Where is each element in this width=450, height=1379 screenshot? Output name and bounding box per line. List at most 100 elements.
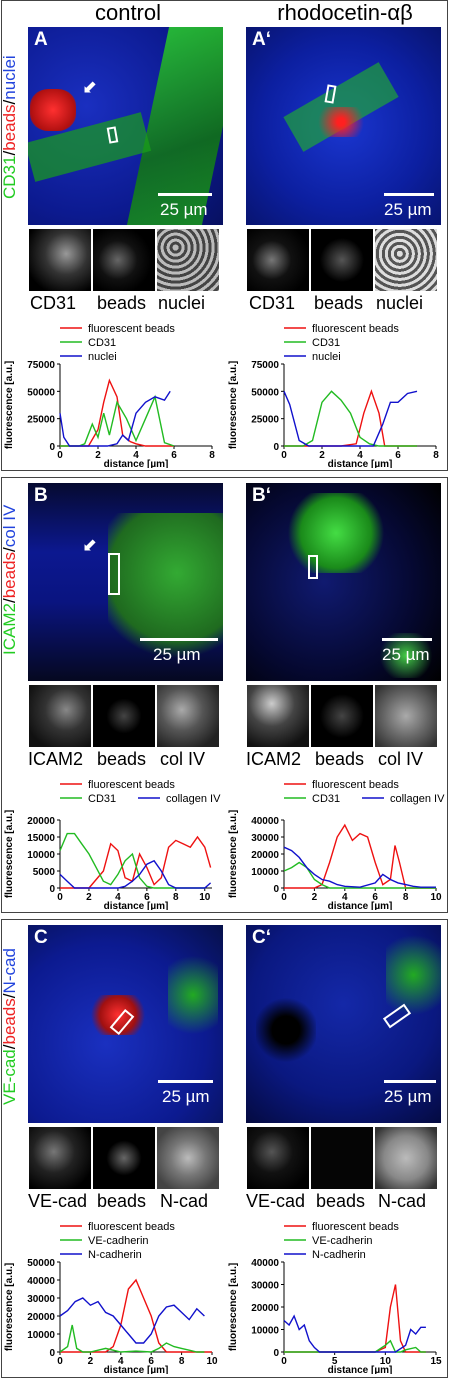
x-tick-label: 6 bbox=[148, 1356, 154, 1367]
bead-cluster bbox=[306, 107, 376, 137]
label-sep: / bbox=[0, 100, 19, 105]
arrow-icon: ⬋ bbox=[82, 77, 98, 97]
micrograph-b-treatment: B‘ 25 µm bbox=[246, 483, 441, 681]
scale-label: 25 µm bbox=[162, 1087, 210, 1106]
thumb-b-right-2 bbox=[311, 685, 373, 747]
thumb-label: N-cad bbox=[378, 1191, 427, 1211]
thumb-label: N-cad bbox=[160, 1191, 209, 1211]
thumb-b-left-1 bbox=[29, 685, 91, 747]
y-tick-label: 25000 bbox=[27, 415, 55, 426]
series-line-blue bbox=[59, 859, 212, 889]
x-tick-label: 2 bbox=[88, 1356, 94, 1367]
label-marker-green: ICAM2 bbox=[0, 603, 19, 656]
label-sep: / bbox=[0, 598, 19, 604]
label-sep: / bbox=[0, 151, 19, 156]
legend-label: nuclei bbox=[312, 351, 341, 363]
x-tick-label: 0 bbox=[57, 450, 63, 461]
thumb-b-left-2 bbox=[93, 685, 155, 747]
vessel-stain bbox=[286, 493, 386, 573]
y-tick-label: 0 bbox=[49, 1348, 55, 1359]
thumb-label: beads bbox=[97, 1191, 147, 1211]
thumb-c-right-1 bbox=[247, 1127, 309, 1189]
legend-label: CD31 bbox=[312, 337, 340, 349]
legend-label: CD31 bbox=[88, 337, 116, 349]
side-label-row-c: VE-cad/beads/N-cad bbox=[0, 922, 26, 1132]
micrograph-c-control: C 25 µm bbox=[28, 925, 223, 1123]
y-tick-label: 20000 bbox=[27, 816, 55, 827]
x-tick-label: 15 bbox=[430, 1356, 442, 1367]
thumb-label: beads bbox=[314, 293, 364, 313]
y-axis-label: fluorescence [a.u.] bbox=[228, 361, 239, 449]
thumb-label: beads bbox=[97, 293, 147, 313]
x-axis-label: distance [µm] bbox=[104, 459, 169, 468]
y-axis-label: fluorescence [a.u.] bbox=[228, 1263, 239, 1351]
scale-label: 25 µm bbox=[384, 1087, 432, 1106]
x-axis-label: distance [µm] bbox=[104, 1365, 169, 1374]
series-line-green bbox=[284, 390, 417, 447]
side-label-row-b: ICAM2/beads/col IV bbox=[0, 480, 26, 680]
thumb-c-left-3 bbox=[157, 1127, 219, 1189]
panel-letter: A bbox=[34, 29, 48, 50]
thumb-label: ICAM2 bbox=[246, 749, 302, 769]
x-tick-label: 10 bbox=[430, 892, 442, 903]
line-chart-c-control: fluorescent beads VE-cadherin N-cadherin 0 1… bbox=[4, 1221, 218, 1374]
label-marker-red: beads bbox=[0, 998, 19, 1045]
micrograph-c-treatment: C‘ 25 µm bbox=[246, 925, 441, 1123]
y-tick-label: 0 bbox=[273, 884, 279, 895]
thumb-c-right-3 bbox=[375, 1127, 437, 1189]
scale-bar bbox=[140, 638, 218, 641]
legend-label: VE-cadherin bbox=[312, 1235, 373, 1247]
legend-label: CD31 bbox=[88, 793, 116, 805]
roi-box bbox=[108, 553, 120, 595]
label-marker-blue: N-cad bbox=[0, 948, 19, 994]
y-tick-label: 50000 bbox=[27, 1258, 55, 1269]
thumb-label: beads bbox=[97, 749, 147, 769]
series-line-red bbox=[60, 1278, 212, 1353]
row-frame-c bbox=[1, 919, 448, 1378]
x-tick-label: 2 bbox=[319, 450, 325, 461]
x-tick-label: 4 bbox=[133, 450, 139, 461]
legend-label: nuclei bbox=[88, 351, 117, 363]
y-tick-label: 5000 bbox=[33, 867, 56, 878]
series-line-blue bbox=[59, 1297, 205, 1344]
y-tick-label: 40000 bbox=[27, 1276, 55, 1287]
y-axis-label: fluorescence [a.u.] bbox=[4, 810, 15, 898]
x-tick-label: 5 bbox=[332, 1356, 338, 1367]
label-marker-red: beads bbox=[0, 104, 19, 152]
y-tick-label: 25000 bbox=[251, 415, 279, 426]
y-axis-label: fluorescence [a.u.] bbox=[4, 361, 15, 449]
legend-label: fluorescent beads bbox=[88, 779, 175, 791]
y-tick-label: 30000 bbox=[251, 833, 279, 844]
column-title-control: control bbox=[94, 0, 162, 25]
series-line-red bbox=[284, 389, 417, 447]
thumb-label: col IV bbox=[378, 749, 424, 769]
x-tick-label: 4 bbox=[357, 450, 363, 461]
scale-bar bbox=[158, 1080, 213, 1083]
y-tick-label: 10000 bbox=[251, 1326, 279, 1337]
thumb-a-right-1 bbox=[247, 229, 309, 291]
arrow-icon: ⬋ bbox=[82, 535, 98, 555]
series-line-red bbox=[60, 835, 212, 889]
label-marker-red: beads bbox=[0, 552, 19, 599]
scale-bar bbox=[384, 193, 434, 196]
legend-label: fluorescent beads bbox=[312, 1221, 399, 1233]
label-marker-green: VE-cad bbox=[0, 1049, 19, 1106]
x-axis-label: distance [µm] bbox=[328, 459, 393, 468]
x-tick-label: 8 bbox=[403, 892, 409, 903]
x-tick-label: 10 bbox=[199, 892, 211, 903]
x-tick-label: 2 bbox=[312, 892, 318, 903]
x-tick-label: 6 bbox=[372, 892, 378, 903]
legend-label: N-cadherin bbox=[312, 1249, 366, 1261]
label-sep: / bbox=[0, 547, 19, 553]
y-tick-label: 40000 bbox=[251, 1258, 279, 1269]
y-tick-label: 75000 bbox=[251, 360, 279, 371]
legend-label: fluorescent beads bbox=[312, 779, 399, 791]
thumb-label: nuclei bbox=[158, 293, 206, 313]
legend-label: CD31 bbox=[312, 793, 340, 805]
y-tick-label: 0 bbox=[273, 442, 279, 453]
y-tick-label: 75000 bbox=[27, 360, 55, 371]
bead-cluster bbox=[88, 995, 148, 1035]
label-marker-green: CD31 bbox=[0, 155, 19, 200]
label-sep: / bbox=[0, 1044, 19, 1050]
